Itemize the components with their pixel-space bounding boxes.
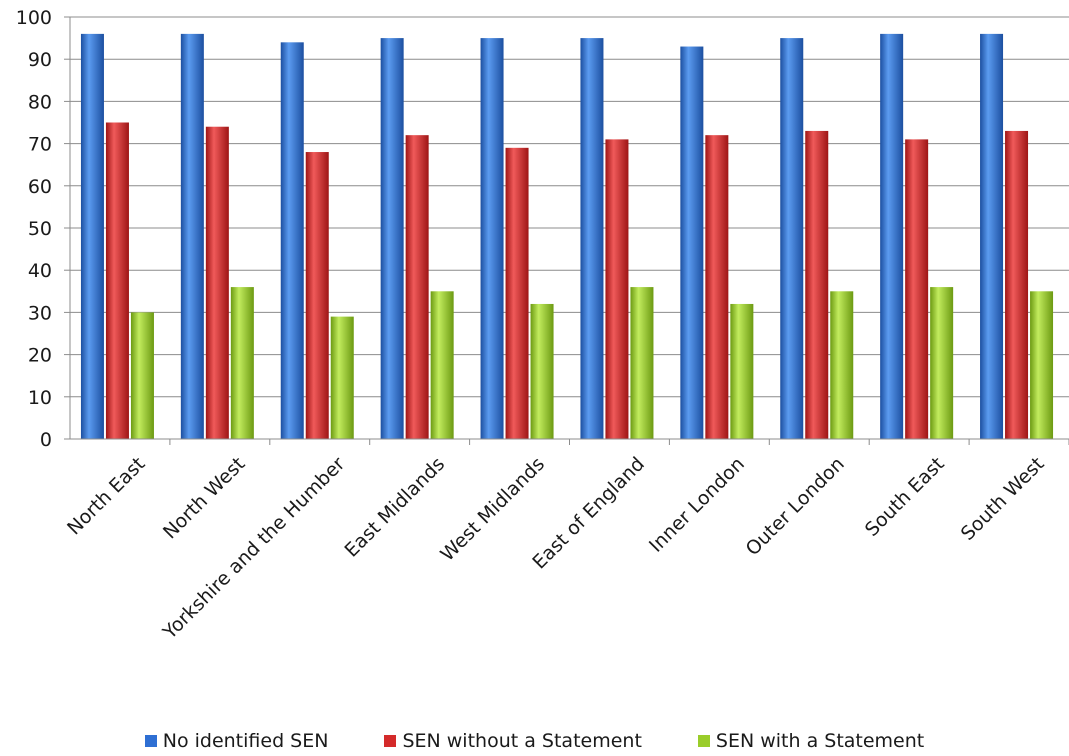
y-tick-label: 80 [28,91,52,113]
x-category-label: East Midlands [341,453,450,562]
bar-2-2 [330,316,354,439]
y-tick-label: 20 [28,345,52,367]
bar-2-5 [630,287,654,439]
y-tick-label: 40 [28,260,52,282]
y-tick-label: 70 [28,134,52,156]
legend: No identified SEN SEN without a Statement… [0,726,1069,756]
bar-2-4 [530,303,554,439]
legend-swatch [384,735,397,747]
bar-1-3 [405,135,429,439]
x-category-label: Inner London [645,453,749,557]
x-category-label: Yorkshire and the Humber [158,453,349,644]
bar-0-3 [380,38,404,439]
y-axis-tick-labels: 0 10 20 30 40 50 60 70 80 90 100 [16,7,52,451]
x-category-label: North West [159,453,249,543]
bar-2-7 [830,291,854,439]
bar-1-8 [905,139,929,439]
legend-item: SEN with a Statement [697,730,925,752]
bar-0-7 [780,38,804,439]
x-axis [64,16,1069,445]
bar-0-8 [880,33,904,439]
bar-0-1 [180,33,204,439]
x-category-label: South East [861,453,949,541]
legend-swatch [144,735,157,747]
legend-label: No identified SEN [162,730,329,752]
bar-2-6 [730,303,754,439]
bar-chart: 0 10 20 30 40 50 60 70 80 90 100 North East North W… [16,7,1069,644]
bars [80,33,1054,440]
y-tick-label: 90 [28,49,52,71]
x-category-label: North East [63,453,149,539]
bar-2-3 [430,291,454,439]
y-tick-label: 100 [16,7,52,29]
bar-2-0 [130,312,154,439]
y-tick-label: 10 [28,387,52,409]
bar-0-0 [80,33,104,439]
bar-2-9 [1030,291,1054,439]
bar-0-9 [980,33,1004,439]
bar-1-6 [705,135,729,439]
bar-1-9 [1005,130,1029,439]
bar-1-1 [205,126,229,439]
y-tick-label: 60 [28,176,52,198]
legend-label: SEN without a Statement [402,730,642,752]
x-category-label: South West [957,453,1049,545]
y-tick-label: 30 [28,302,52,324]
bar-1-5 [605,139,629,439]
x-category-label: West Midlands [436,453,549,566]
bar-0-2 [280,42,304,439]
y-tick-label: 50 [28,218,52,240]
bar-1-0 [105,122,129,439]
bar-0-6 [680,46,704,439]
legend-swatch [697,735,710,747]
y-tick-label: 0 [40,429,52,451]
bar-2-8 [930,287,954,439]
legend-label: SEN with a Statement [715,730,925,752]
bar-1-7 [805,130,829,439]
bar-2-1 [230,287,254,439]
bar-0-5 [580,38,604,439]
legend-item: No identified SEN [144,730,329,752]
x-category-label: Outer London [742,453,849,560]
bar-1-2 [305,152,329,440]
bar-0-4 [480,38,504,439]
legend-item: SEN without a Statement [384,730,642,752]
bar-1-4 [505,147,529,439]
